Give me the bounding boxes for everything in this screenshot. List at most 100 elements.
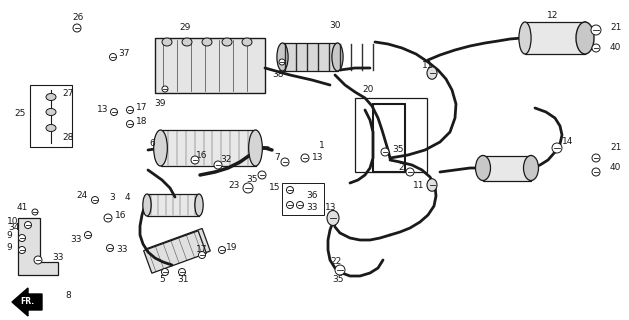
Text: 29: 29 xyxy=(179,23,191,33)
Bar xyxy=(483,156,531,180)
Circle shape xyxy=(162,268,169,276)
Circle shape xyxy=(91,196,99,204)
Ellipse shape xyxy=(195,194,203,216)
Text: 34: 34 xyxy=(8,223,19,233)
Circle shape xyxy=(591,25,601,35)
Ellipse shape xyxy=(162,38,172,46)
Text: 16: 16 xyxy=(115,212,126,220)
Circle shape xyxy=(218,246,226,253)
Polygon shape xyxy=(18,218,58,275)
Bar xyxy=(282,183,324,215)
Circle shape xyxy=(286,187,294,194)
Bar xyxy=(355,98,427,172)
Ellipse shape xyxy=(222,38,232,46)
Circle shape xyxy=(592,154,600,162)
Circle shape xyxy=(214,161,222,169)
Text: 21: 21 xyxy=(610,23,621,33)
Text: 11: 11 xyxy=(413,180,424,189)
Text: 15: 15 xyxy=(269,183,280,193)
Circle shape xyxy=(34,256,42,264)
Text: 8: 8 xyxy=(65,291,71,300)
Circle shape xyxy=(258,171,266,179)
Ellipse shape xyxy=(46,108,56,116)
Circle shape xyxy=(162,86,168,92)
Text: 23: 23 xyxy=(228,181,240,190)
Circle shape xyxy=(191,156,199,164)
Text: 19: 19 xyxy=(226,244,238,252)
Text: 4: 4 xyxy=(124,194,130,203)
Polygon shape xyxy=(143,231,206,273)
Text: 9: 9 xyxy=(6,230,12,239)
Text: 10: 10 xyxy=(6,218,18,227)
Ellipse shape xyxy=(153,130,167,166)
Ellipse shape xyxy=(427,67,437,79)
Circle shape xyxy=(592,44,600,52)
Ellipse shape xyxy=(478,156,487,180)
Bar xyxy=(155,38,265,93)
Text: 33: 33 xyxy=(116,245,128,254)
Circle shape xyxy=(592,168,600,176)
Text: 11: 11 xyxy=(422,60,434,69)
Text: 40: 40 xyxy=(610,44,621,52)
Circle shape xyxy=(106,244,113,252)
Ellipse shape xyxy=(576,22,594,54)
Text: 32: 32 xyxy=(220,156,231,164)
Text: 9: 9 xyxy=(6,244,12,252)
Text: 22: 22 xyxy=(330,258,342,267)
Text: 7: 7 xyxy=(274,154,280,163)
Circle shape xyxy=(126,107,133,114)
Text: 20: 20 xyxy=(362,85,374,94)
Circle shape xyxy=(199,252,206,259)
Circle shape xyxy=(301,154,309,162)
Text: 1: 1 xyxy=(319,140,325,149)
Text: 37: 37 xyxy=(118,50,130,59)
Text: 13: 13 xyxy=(96,106,108,115)
Ellipse shape xyxy=(242,38,252,46)
Text: 21: 21 xyxy=(610,143,621,153)
Ellipse shape xyxy=(526,156,536,180)
Text: FR.: FR. xyxy=(20,298,34,307)
Text: 33: 33 xyxy=(70,236,82,244)
Circle shape xyxy=(179,268,186,276)
Circle shape xyxy=(406,168,414,176)
Ellipse shape xyxy=(519,22,531,54)
Ellipse shape xyxy=(277,43,288,71)
Ellipse shape xyxy=(523,156,538,180)
Text: 30: 30 xyxy=(329,20,341,29)
Ellipse shape xyxy=(143,194,151,216)
Text: 24: 24 xyxy=(77,191,88,201)
Text: 33: 33 xyxy=(306,204,318,212)
Text: 36: 36 xyxy=(306,191,318,201)
Circle shape xyxy=(109,53,116,60)
Ellipse shape xyxy=(182,38,192,46)
Text: 3: 3 xyxy=(109,194,115,203)
Text: 28: 28 xyxy=(62,133,74,142)
Circle shape xyxy=(126,121,133,127)
Circle shape xyxy=(32,209,38,215)
Text: 12: 12 xyxy=(547,12,558,20)
Ellipse shape xyxy=(46,93,56,100)
Text: 6: 6 xyxy=(149,139,155,148)
Text: 2: 2 xyxy=(398,164,404,172)
Text: 14: 14 xyxy=(562,138,574,147)
Text: 41: 41 xyxy=(16,204,28,212)
Text: 27: 27 xyxy=(62,89,74,98)
Text: 35: 35 xyxy=(332,276,344,284)
Text: 17: 17 xyxy=(136,103,147,113)
Text: 5: 5 xyxy=(159,276,165,284)
Polygon shape xyxy=(12,288,42,316)
Ellipse shape xyxy=(248,130,262,166)
Text: 35: 35 xyxy=(392,146,403,155)
Circle shape xyxy=(552,143,562,153)
Ellipse shape xyxy=(202,38,212,46)
Circle shape xyxy=(335,265,345,275)
Ellipse shape xyxy=(579,22,591,54)
Circle shape xyxy=(286,202,294,209)
Circle shape xyxy=(18,246,26,253)
Ellipse shape xyxy=(332,43,343,71)
Circle shape xyxy=(104,214,112,222)
Circle shape xyxy=(25,221,31,228)
Text: 33: 33 xyxy=(52,253,64,262)
Circle shape xyxy=(111,108,118,116)
Ellipse shape xyxy=(46,124,56,132)
